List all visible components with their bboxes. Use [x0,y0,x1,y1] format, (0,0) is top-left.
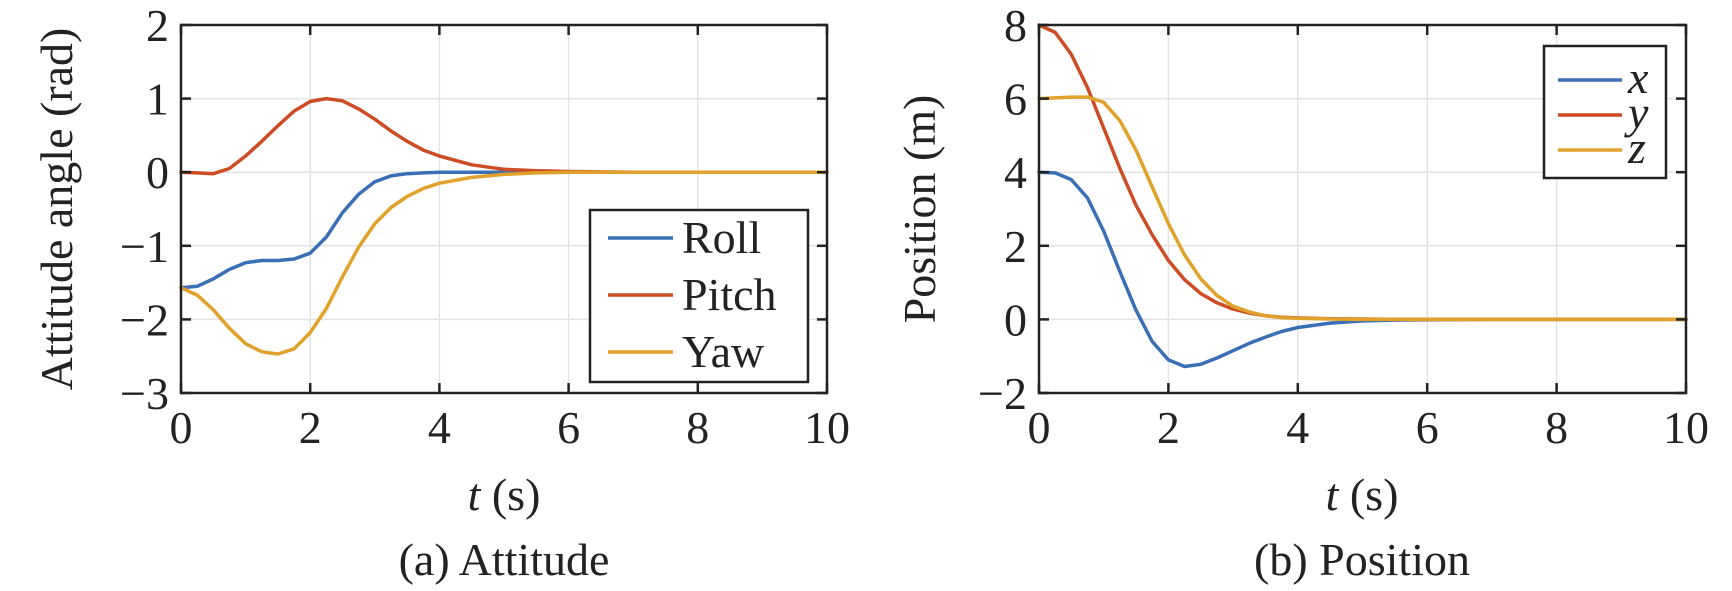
position-ylabel: Position (m) [894,95,945,324]
attitude-ytick-label: 2 [146,0,169,51]
position-caption: (b) Position [1254,534,1470,585]
attitude-xtick-label: 2 [299,402,322,453]
attitude-ytick-labels: −3 −2 −1 0 1 2 [120,0,169,419]
position-ytick-label: 2 [1004,221,1027,272]
position-ytick-labels: −2 0 2 4 6 8 [978,0,1027,419]
attitude-xlabel: t (s) [468,469,541,520]
attitude-ylabel: Attitude angle (rad) [31,28,82,391]
attitude-legend: Roll Pitch Yaw [588,208,810,384]
position-series-z [1037,95,1688,322]
attitude-series [179,96,829,356]
attitude-panel: 0 2 4 6 8 10 −3 −2 −1 0 1 2 t (s) Attitude angle (… [31,0,850,585]
attitude-xtick-label: 0 [170,402,193,453]
position-ticks [1037,23,1688,395]
attitude-xtick-labels: 0 2 4 6 8 10 [170,402,851,453]
attitude-ytick-label: −3 [120,368,169,419]
attitude-xtick-label: 4 [428,402,451,453]
legend-yaw-label: Yaw [682,326,765,377]
attitude-series-yaw [179,170,829,356]
position-xtick-label: 8 [1545,402,1568,453]
attitude-ytick-label: −2 [120,294,169,345]
position-xtick-label: 10 [1663,402,1709,453]
position-ytick-label: −2 [978,368,1027,419]
legend-x-label: x [1627,52,1649,103]
attitude-ticks [179,23,829,395]
attitude-xtick-label: 8 [686,402,709,453]
legend-z-label: z [1627,122,1646,173]
position-legend-box [1542,44,1668,180]
legend-roll-label: Roll [682,212,761,263]
position-xtick-label: 0 [1028,402,1051,453]
attitude-xtick-label: 6 [557,402,580,453]
position-series [1037,23,1688,369]
position-axes-frame [1037,23,1688,395]
attitude-ytick-label: 0 [146,147,169,198]
position-xtick-labels: 0 2 4 6 8 10 [1028,402,1710,453]
attitude-axes-frame [179,23,829,395]
attitude-ytick-label: 1 [146,74,169,125]
position-xtick-label: 2 [1157,402,1180,453]
attitude-xtick-label: 10 [804,402,850,453]
position-ytick-label: 6 [1004,74,1027,125]
position-xtick-label: 4 [1286,402,1309,453]
legend-y-label: y [1624,87,1649,138]
position-ytick-label: 0 [1004,294,1027,345]
attitude-ytick-label: −1 [120,221,169,272]
position-xtick-label: 6 [1416,402,1439,453]
legend-pitch-label: Pitch [682,269,777,320]
position-legend: x y z [1542,44,1668,180]
attitude-series-pitch [179,96,829,176]
position-ytick-label: 4 [1004,147,1027,198]
attitude-caption: (a) Attitude [399,534,610,585]
position-ytick-label: 8 [1004,0,1027,51]
position-xlabel: t (s) [1326,469,1399,520]
